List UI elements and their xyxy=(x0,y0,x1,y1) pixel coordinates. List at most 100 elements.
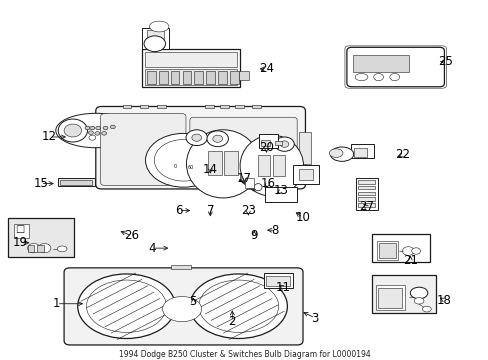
Bar xyxy=(27,245,34,252)
Bar xyxy=(375,285,405,310)
Bar xyxy=(8,219,74,257)
Text: 25: 25 xyxy=(437,55,452,68)
Bar xyxy=(251,105,260,108)
Ellipse shape xyxy=(280,141,288,147)
Ellipse shape xyxy=(96,126,101,130)
Ellipse shape xyxy=(145,134,221,187)
Bar xyxy=(207,151,221,175)
Ellipse shape xyxy=(162,297,201,321)
Text: 13: 13 xyxy=(273,184,288,197)
Ellipse shape xyxy=(58,119,87,142)
Bar xyxy=(357,186,374,189)
FancyBboxPatch shape xyxy=(64,268,303,345)
Text: 10: 10 xyxy=(295,211,310,224)
Text: 11: 11 xyxy=(275,281,290,294)
Bar xyxy=(14,225,29,238)
Ellipse shape xyxy=(86,280,166,332)
Ellipse shape xyxy=(95,132,100,135)
Ellipse shape xyxy=(154,139,212,181)
Text: 12: 12 xyxy=(42,130,57,144)
Text: 16: 16 xyxy=(260,177,275,190)
Bar xyxy=(122,105,131,108)
Ellipse shape xyxy=(186,130,259,198)
Text: 60: 60 xyxy=(187,165,194,170)
Ellipse shape xyxy=(411,248,420,254)
Bar xyxy=(159,71,167,84)
Text: 0: 0 xyxy=(173,164,177,169)
Text: 15: 15 xyxy=(33,177,48,190)
Bar xyxy=(357,203,374,207)
Bar xyxy=(229,71,238,84)
Text: □: □ xyxy=(15,224,24,234)
Text: 1: 1 xyxy=(53,297,61,310)
Ellipse shape xyxy=(373,73,383,81)
Bar xyxy=(220,105,228,108)
Text: 26: 26 xyxy=(123,229,139,242)
Bar xyxy=(357,198,374,201)
Bar xyxy=(205,105,214,108)
Bar xyxy=(272,155,285,176)
Bar xyxy=(194,71,203,84)
Ellipse shape xyxy=(110,125,115,129)
Bar xyxy=(264,273,293,288)
FancyBboxPatch shape xyxy=(101,114,185,185)
Text: 7: 7 xyxy=(206,204,214,217)
Bar xyxy=(376,241,397,260)
Bar xyxy=(371,275,435,313)
Ellipse shape xyxy=(191,134,201,141)
Bar xyxy=(378,243,395,258)
Text: 24: 24 xyxy=(259,62,273,75)
Text: 5: 5 xyxy=(189,296,197,309)
Bar xyxy=(206,71,215,84)
Ellipse shape xyxy=(206,131,228,147)
Bar xyxy=(58,178,95,186)
Text: 3: 3 xyxy=(311,311,318,325)
Ellipse shape xyxy=(212,135,222,142)
Bar xyxy=(147,30,163,47)
Ellipse shape xyxy=(78,274,175,338)
Ellipse shape xyxy=(90,126,95,130)
Bar xyxy=(257,155,269,176)
Bar xyxy=(218,71,226,84)
Bar xyxy=(299,132,311,164)
Text: 20: 20 xyxy=(259,141,273,154)
Ellipse shape xyxy=(274,137,294,151)
Text: 1994 Dodge B250 Cluster & Switches Bulb Diagram for L0000194: 1994 Dodge B250 Cluster & Switches Bulb … xyxy=(119,350,369,359)
Text: 22: 22 xyxy=(395,148,409,161)
Ellipse shape xyxy=(149,21,168,32)
Ellipse shape xyxy=(89,135,96,140)
Ellipse shape xyxy=(198,280,278,332)
Bar xyxy=(37,245,43,252)
Ellipse shape xyxy=(57,246,67,252)
Bar xyxy=(60,180,92,185)
Bar xyxy=(266,276,289,286)
Bar xyxy=(264,187,296,202)
Bar xyxy=(377,288,402,309)
Bar xyxy=(145,52,236,67)
Text: 4: 4 xyxy=(148,242,155,255)
Ellipse shape xyxy=(330,147,353,161)
Bar xyxy=(293,165,318,184)
Bar xyxy=(142,49,239,87)
Ellipse shape xyxy=(254,184,262,191)
Ellipse shape xyxy=(56,113,136,148)
Bar xyxy=(147,71,156,84)
Bar xyxy=(261,140,269,146)
Bar xyxy=(245,178,254,188)
Bar xyxy=(157,105,165,108)
Ellipse shape xyxy=(88,131,93,134)
Bar xyxy=(350,144,373,158)
Ellipse shape xyxy=(422,306,430,312)
Text: 21: 21 xyxy=(402,254,417,267)
Ellipse shape xyxy=(402,247,413,255)
Ellipse shape xyxy=(240,135,303,196)
FancyBboxPatch shape xyxy=(346,47,444,87)
Bar xyxy=(274,140,282,145)
Bar xyxy=(353,148,366,157)
Text: 2: 2 xyxy=(228,315,236,328)
Ellipse shape xyxy=(189,274,287,338)
Bar xyxy=(171,265,190,269)
Ellipse shape xyxy=(102,132,106,135)
FancyBboxPatch shape xyxy=(189,117,297,182)
Text: 19: 19 xyxy=(13,236,28,249)
